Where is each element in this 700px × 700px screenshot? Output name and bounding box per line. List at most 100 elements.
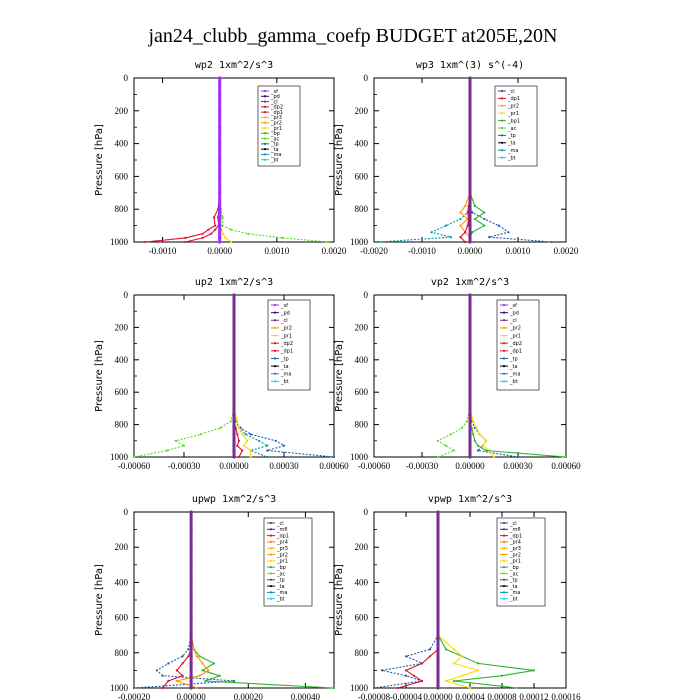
x-tick-label: 0.00000 xyxy=(219,461,249,471)
series-point-cl xyxy=(189,686,193,690)
series-point-cl xyxy=(436,563,440,567)
series-point-cl xyxy=(189,633,193,637)
series-point-tp xyxy=(161,674,164,677)
y-tick-label: 1000 xyxy=(110,683,129,693)
x-tick-label: -0.00060 xyxy=(118,461,151,471)
series-point-cl xyxy=(468,419,472,423)
series-line-dp1 xyxy=(162,512,192,689)
legend: _cl_dp1 _pr2_pr1_bp1 _ac_tp _ta_ma_bt xyxy=(494,85,538,167)
series-point-pr1 xyxy=(242,444,246,447)
series-point-ma xyxy=(257,439,261,442)
legend-marker xyxy=(263,142,267,145)
series-point-cl xyxy=(436,674,440,678)
series-point-cl xyxy=(468,230,472,234)
legend-label: _sf xyxy=(280,303,288,309)
legend-marker xyxy=(273,372,277,375)
legend-marker xyxy=(500,119,504,122)
series-point-pr1 xyxy=(444,679,448,683)
series-point-dp1 xyxy=(144,240,147,244)
y-tick-label: 0 xyxy=(364,290,369,300)
series-point-pr1 xyxy=(475,426,478,429)
x-tick-label: 0.0000 xyxy=(458,246,483,256)
legend-label: _bp xyxy=(509,565,519,571)
series-point-cl xyxy=(232,406,236,410)
legend-marker xyxy=(502,553,506,556)
series-point-dp2 xyxy=(210,232,213,235)
series-point-dp1 xyxy=(420,679,424,683)
series-point-pr2 xyxy=(198,674,201,677)
x-tick-label: 0.0000 xyxy=(207,246,232,256)
legend-marker xyxy=(269,540,273,544)
series-point-cl xyxy=(436,654,440,658)
series-point-tp xyxy=(181,655,184,658)
series-point-tp xyxy=(332,455,336,459)
series-point-dp1 xyxy=(241,449,244,452)
legend-marker xyxy=(263,158,267,161)
legend-marker xyxy=(502,591,506,594)
y-tick-label: 0 xyxy=(364,73,369,83)
legend-label: _ma xyxy=(507,148,518,154)
series-point-ma xyxy=(444,224,448,227)
series-point-ac xyxy=(281,236,284,239)
series-point-dp2 xyxy=(201,236,204,239)
plot-frame xyxy=(133,77,335,243)
series-point-bp xyxy=(473,204,476,207)
series-point-cl xyxy=(232,419,236,423)
x-tick-label: 0.0010 xyxy=(264,246,289,256)
legend-label: _ma xyxy=(509,372,520,378)
series-point-dp1 xyxy=(175,669,178,672)
legend-marker xyxy=(502,566,506,569)
series-point-ac xyxy=(182,444,186,447)
legend-label: _ta xyxy=(276,584,285,590)
legend-marker xyxy=(502,334,506,337)
series-point-cl xyxy=(232,325,236,329)
series-point-cl xyxy=(468,426,472,430)
legend-marker xyxy=(502,572,506,575)
y-tick-label: 200 xyxy=(115,542,129,552)
y-tick-label: 400 xyxy=(355,355,369,365)
legend-marker xyxy=(269,578,273,581)
legend-marker xyxy=(263,105,267,108)
y-tick-label: 0 xyxy=(364,507,369,517)
series-point-bp xyxy=(564,455,568,459)
series-point-cl xyxy=(468,224,472,228)
legend-label: _pr4 xyxy=(276,540,288,546)
series-point-cl xyxy=(232,426,236,430)
legend-marker xyxy=(273,326,277,330)
x-tick-label: 0.00000 xyxy=(455,461,485,471)
series-point-sf xyxy=(218,224,222,228)
series-point-sf xyxy=(218,76,222,80)
series-point-cl xyxy=(232,293,236,297)
legend-label: _ac xyxy=(509,571,519,577)
legend-marker xyxy=(502,303,506,307)
series-point-bp xyxy=(198,655,201,658)
x-tick-label: 0.00030 xyxy=(503,461,533,471)
series-point-cl xyxy=(436,668,440,673)
series-point-pr1 xyxy=(468,686,472,690)
y-tick-label: 600 xyxy=(115,387,129,397)
legend-label: _ma xyxy=(276,590,287,596)
y-tick-label: 200 xyxy=(355,322,369,332)
series-point-cl xyxy=(189,510,193,514)
series-point-cl xyxy=(189,674,193,678)
y-tick-label: 0 xyxy=(124,507,129,517)
x-tick-label: -0.00008 xyxy=(358,692,391,700)
x-tick-label: 0.00060 xyxy=(319,461,349,471)
series-point-dp1 xyxy=(428,655,432,658)
series-point-ma xyxy=(266,444,269,447)
series-point-ma xyxy=(244,433,247,436)
series-point-pr1 xyxy=(492,455,496,459)
legend-label: _ma xyxy=(270,152,281,158)
legend-label: _ta xyxy=(507,141,516,147)
legend: _cl_mfl_dp1_pr4_pr3_pr2_pr1_bp_ac_tp_ta_… xyxy=(263,517,313,607)
x-tick-label: 0.00020 xyxy=(234,692,264,700)
y-tick-label: 800 xyxy=(115,648,129,658)
legend-marker xyxy=(269,584,273,588)
legend-marker xyxy=(502,349,506,352)
series-point-cl xyxy=(468,325,472,329)
series-point-bp xyxy=(201,669,204,672)
x-tick-label: 0.00060 xyxy=(551,461,581,471)
series-point-pr1 xyxy=(472,420,475,423)
legend-marker xyxy=(273,319,277,322)
y-tick-label: 600 xyxy=(355,387,369,397)
